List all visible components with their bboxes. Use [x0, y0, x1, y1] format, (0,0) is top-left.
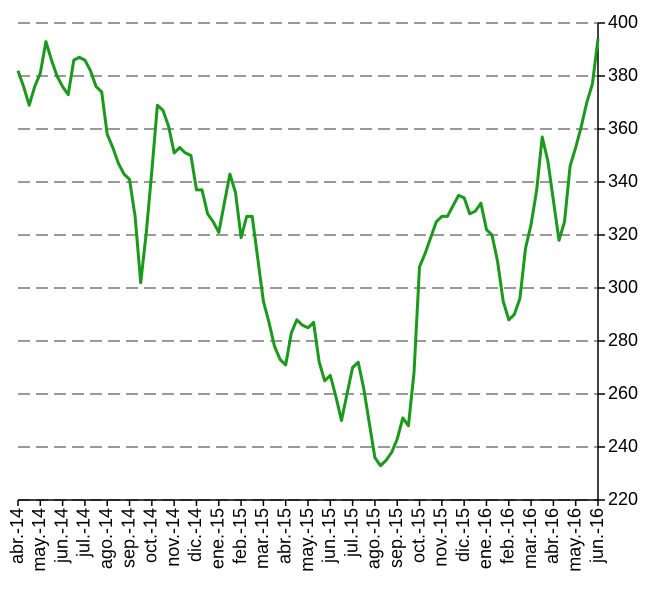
- x-tick-label: mar.-16: [520, 508, 540, 569]
- x-tick-label: feb.-15: [230, 508, 250, 564]
- x-tick-label: abr.-15: [274, 508, 294, 564]
- y-tick-label: 360: [608, 118, 638, 138]
- x-tick-label: nov.-15: [431, 508, 451, 567]
- x-tick-label: dic.-14: [185, 508, 205, 562]
- y-tick-label: 340: [608, 171, 638, 191]
- x-tick-label: jun.-14: [51, 508, 71, 564]
- x-tick-label: feb.-16: [498, 508, 518, 564]
- x-tick-label: jun.-16: [587, 508, 607, 564]
- x-tick-label: jul.-14: [74, 508, 94, 558]
- x-tick-label: sep.-14: [118, 508, 138, 568]
- x-tick-label: jul.-15: [341, 508, 361, 558]
- y-tick-label: 320: [608, 224, 638, 244]
- y-tick-label: 380: [608, 65, 638, 85]
- x-tick-label: may.-16: [564, 508, 584, 572]
- y-tick-label: 300: [608, 277, 638, 297]
- x-tick-label: dic.-15: [453, 508, 473, 562]
- x-tick-label: may.-14: [29, 508, 49, 572]
- x-tick-label: nov.-14: [163, 508, 183, 567]
- x-tick-label: sep.-15: [386, 508, 406, 568]
- y-tick-label: 280: [608, 330, 638, 350]
- y-tick-label: 220: [608, 489, 638, 509]
- x-tick-label: abr.-16: [542, 508, 562, 564]
- x-tick-label: ene.-16: [475, 508, 495, 569]
- x-tick-label: oct.-15: [408, 508, 428, 563]
- x-tick-label: may.-15: [297, 508, 317, 572]
- x-tick-label: abr.-14: [7, 508, 27, 564]
- x-tick-label: oct.-14: [141, 508, 161, 563]
- x-tick-label: mar.-15: [252, 508, 272, 569]
- y-tick-label: 260: [608, 383, 638, 403]
- y-tick-label: 400: [608, 12, 638, 32]
- x-tick-label: ene.-15: [208, 508, 228, 569]
- x-tick-label: jun.-15: [319, 508, 339, 564]
- line-series: [16, 38, 600, 468]
- x-tick-label: ago.-14: [96, 508, 116, 569]
- x-tick-label: ago.-15: [364, 508, 384, 569]
- y-tick-label: 240: [608, 436, 638, 456]
